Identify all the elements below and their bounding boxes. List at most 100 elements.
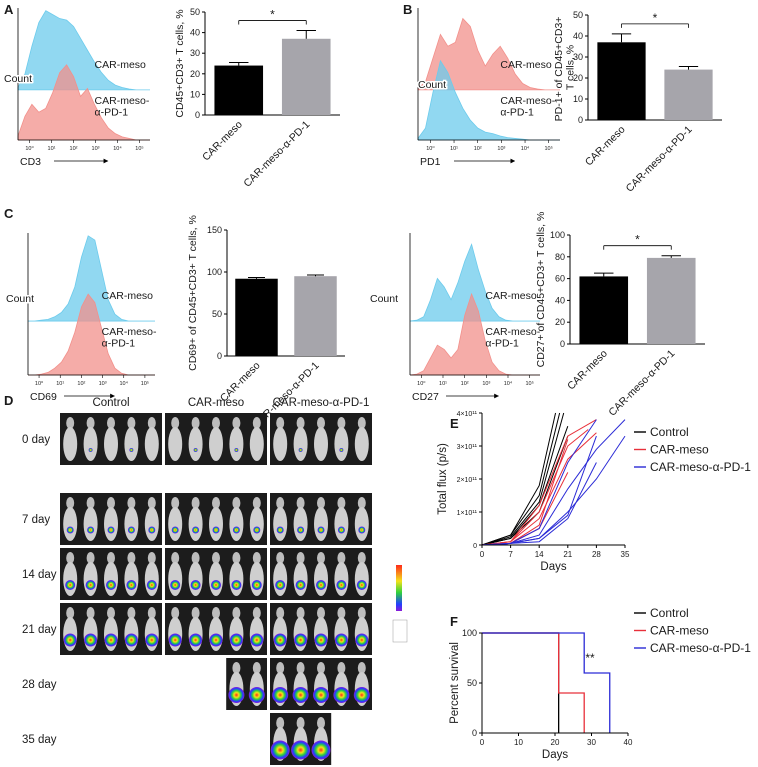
y-axis-label: Count [4, 73, 32, 85]
mouse-body [63, 427, 78, 461]
flux-line [481, 435, 569, 546]
bioluminescence [333, 687, 350, 703]
x-tick-label: 10⁴ [113, 145, 122, 152]
mouse-head [357, 417, 366, 429]
y-tick-label: 50 [573, 10, 583, 20]
bioluminescence [170, 580, 181, 590]
mouse-body [63, 562, 78, 596]
mouse-head [147, 417, 156, 429]
mouse-body [314, 427, 328, 461]
x-tick-label: 10² [474, 146, 482, 152]
mouse-head [296, 497, 305, 509]
y-axis-label: Count [370, 293, 398, 305]
bioluminescence [193, 448, 198, 452]
histogram [17, 64, 150, 141]
y-tick-label: 2×10¹¹ [457, 477, 478, 484]
x-tick-label: 10⁰ [417, 380, 426, 387]
mouse-head [317, 552, 325, 564]
bioluminescence [168, 633, 182, 647]
mouse-head [252, 552, 261, 564]
mouse-head [317, 497, 325, 509]
x-axis-label: CD69 [30, 391, 57, 403]
x-tick-label: 40 [624, 738, 633, 747]
mouse-body [293, 427, 308, 461]
x-tick-label: 10¹ [56, 381, 64, 387]
mouse-body [293, 507, 308, 541]
y-tick-label: 1×10¹¹ [457, 510, 478, 517]
mouse-head [252, 607, 261, 619]
mouse-head [107, 607, 115, 619]
legend-label: CAR-meso-α-PD-1 [650, 641, 751, 655]
mouse-head [337, 417, 346, 429]
histogram [28, 235, 155, 322]
mouse-body [229, 507, 244, 541]
mouse-head [232, 497, 241, 509]
x-axis-label: Days [540, 561, 566, 573]
mouse-body [124, 507, 139, 541]
y-tick-label: 0 [472, 728, 477, 738]
mouse-head [317, 417, 325, 429]
mouse-body [144, 427, 159, 461]
survival-curve [482, 632, 585, 733]
mouse-body [334, 427, 349, 461]
mouse-head [212, 607, 220, 619]
mouse-head [252, 662, 261, 674]
mouse-head [232, 552, 241, 564]
x-tick-label: 10¹ [439, 381, 447, 387]
bioluminescence [353, 687, 370, 703]
bioluminescence [250, 633, 264, 647]
x-tick-label: CAR-meso [565, 348, 610, 393]
mouse-head [252, 417, 261, 429]
y-axis-label: CD69+ of CD45+CD3+ T cells, % [187, 215, 199, 371]
survival-curve [482, 632, 560, 733]
bioluminescence [124, 633, 138, 647]
bar [579, 276, 629, 344]
row-label: 21 day [22, 624, 57, 636]
bioluminescence [234, 448, 239, 452]
mouse-head [276, 662, 285, 674]
x-tick-label: 10³ [99, 381, 107, 387]
bioluminescence [209, 633, 223, 647]
bioluminescence [298, 448, 303, 452]
mouse-head [107, 552, 115, 564]
panel-letter: E [450, 416, 459, 431]
bioluminescence [336, 580, 347, 590]
x-tick-label: 10⁰ [426, 145, 435, 152]
x-tick-label: 10⁵ [525, 380, 533, 387]
x-tick-label: 10¹ [450, 146, 458, 152]
y-axis-label: Total flux (p/s) [437, 443, 449, 515]
mouse-head [276, 717, 285, 729]
flux-line [481, 432, 597, 546]
y-tick-label: 150 [207, 225, 222, 235]
bioluminescence [358, 526, 366, 534]
series-label: CAR-meso [95, 59, 147, 71]
mouse-body [124, 562, 139, 596]
bioluminescence [146, 580, 157, 590]
flux-line [481, 412, 561, 546]
bioluminescence [211, 580, 221, 590]
x-tick-label: 35 [621, 550, 630, 559]
flux-line [481, 412, 565, 546]
mouse-head [107, 497, 115, 509]
row-label: 28 day [22, 679, 57, 691]
x-tick-label: 0 [480, 738, 485, 747]
bioluminescence [317, 526, 325, 534]
mouse-body [354, 427, 369, 461]
bioluminescence [63, 633, 77, 647]
bioluminescence [316, 580, 326, 590]
y-tick-label: 50 [190, 7, 200, 17]
bioluminescence [276, 526, 284, 534]
x-tick-label: 7 [508, 550, 513, 559]
x-tick-label: 10³ [482, 381, 490, 387]
series-label: CAR-meso-α-PD-1 [500, 95, 555, 119]
mouse-head [66, 552, 75, 564]
bioluminescence [85, 580, 96, 590]
bioluminescence [65, 580, 76, 590]
bioluminescence [270, 740, 290, 760]
bioluminescence [87, 526, 95, 534]
legend-label: CAR-meso [650, 624, 709, 638]
mouse-head [147, 497, 156, 509]
x-tick-label: 20 [551, 738, 560, 747]
panel-letter: C [4, 206, 14, 221]
x-tick-label: 10² [77, 381, 85, 387]
